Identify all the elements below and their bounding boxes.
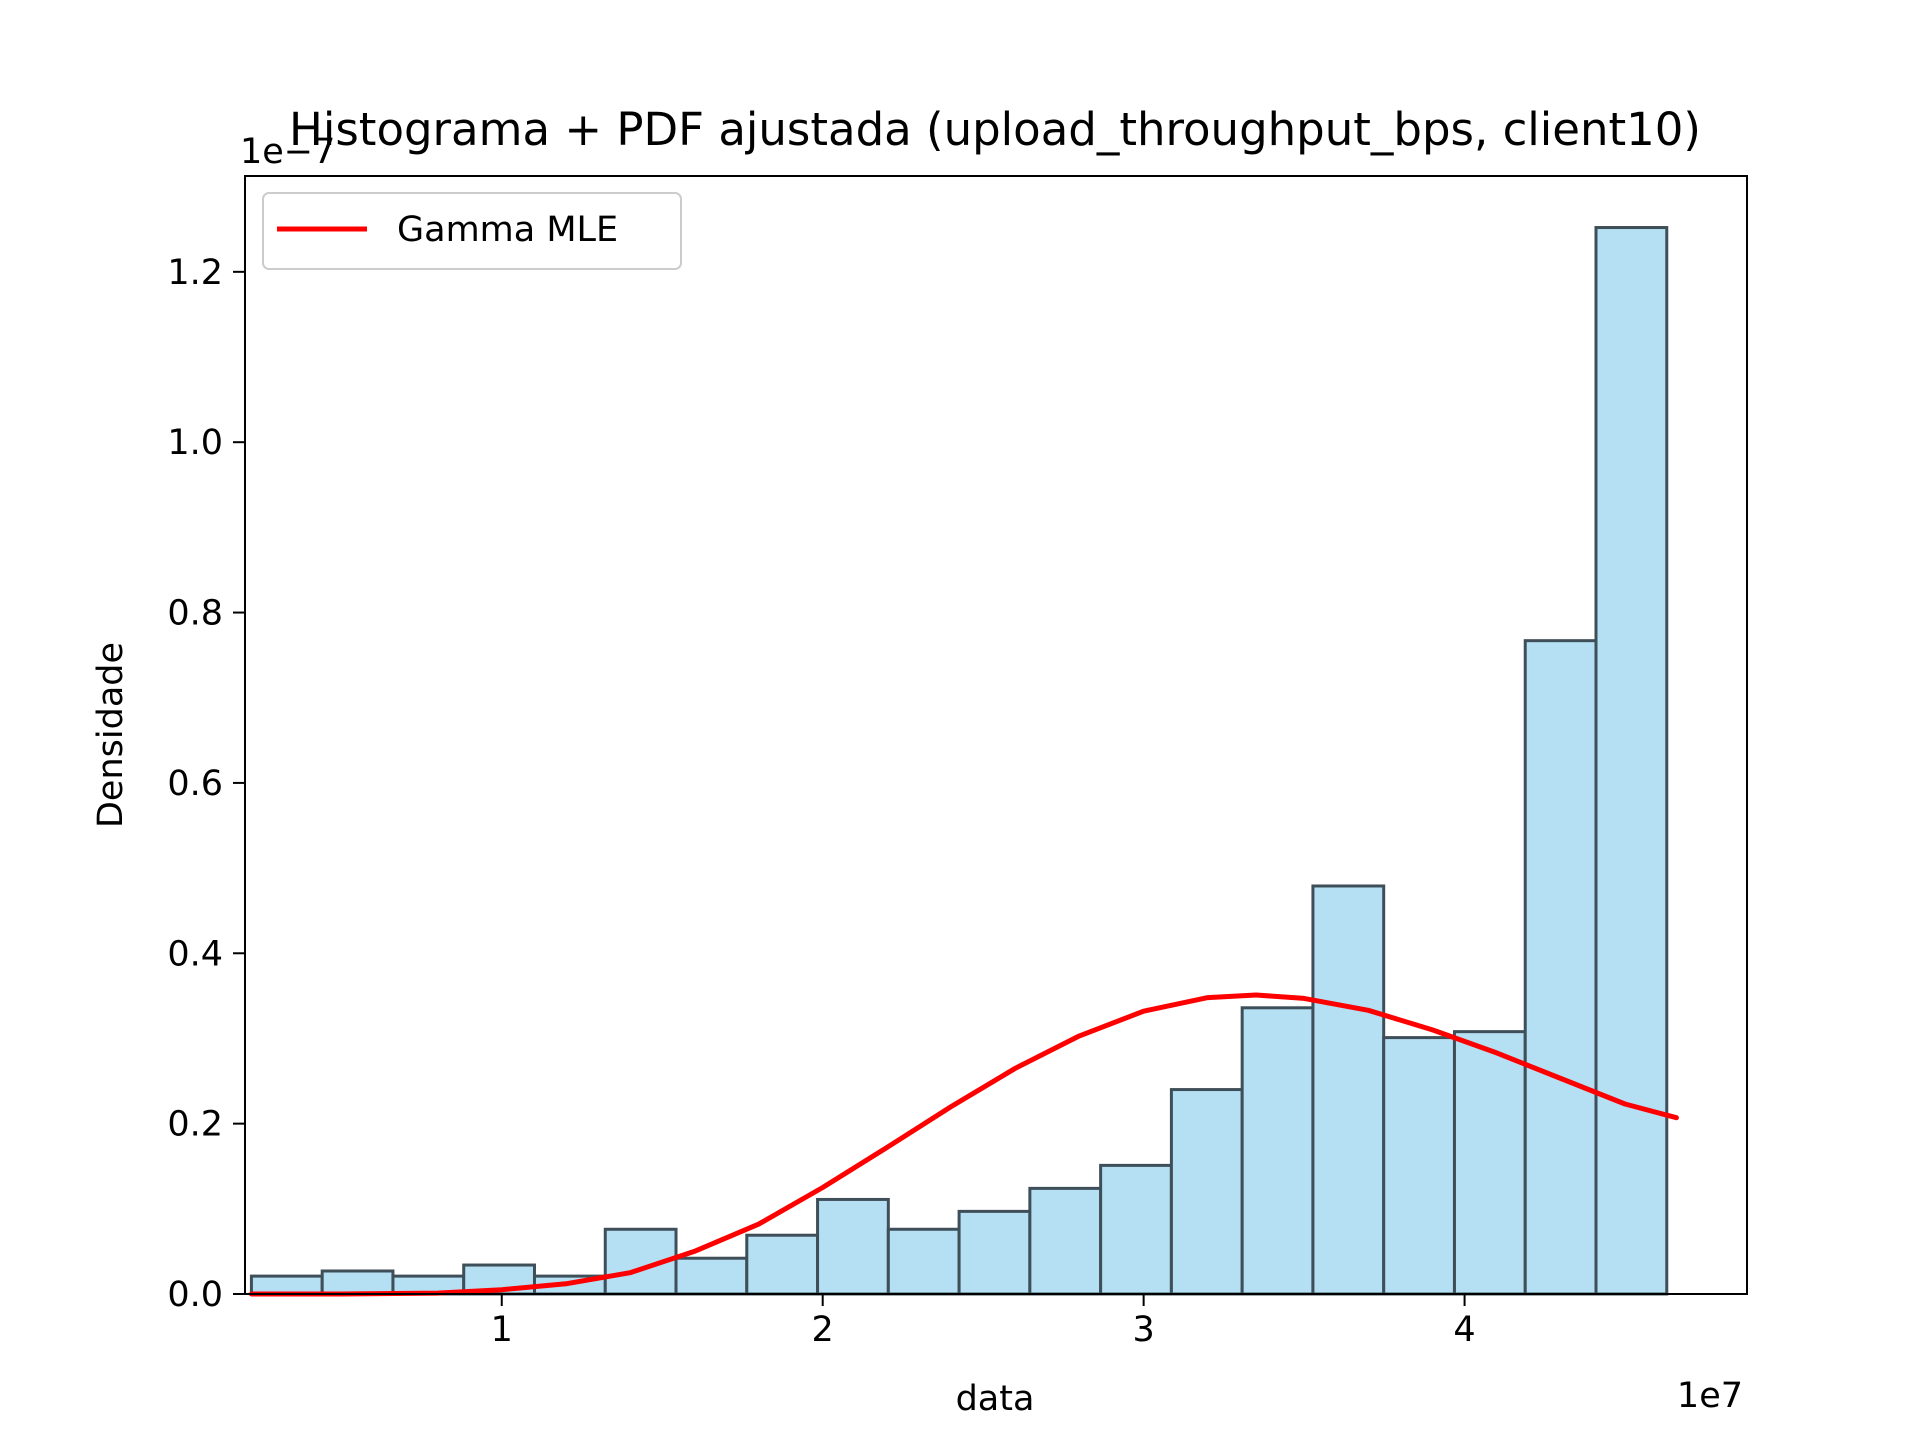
y-tick-label: 0.0 (167, 1275, 223, 1315)
y-tick-label: 0.6 (167, 764, 223, 804)
histogram-bar (674, 1256, 749, 1296)
fitted-curve-group (248, 992, 1679, 1297)
histogram-bar (1169, 1088, 1244, 1296)
x-axis-label: data (956, 1379, 1035, 1419)
histogram-bar (1382, 1036, 1456, 1296)
x-axis-ticks: 1 2 3 4 (491, 1294, 1476, 1350)
histogram-bar (1099, 1163, 1173, 1296)
x-tick-label: 3 (1132, 1310, 1154, 1350)
gamma-mle-curve (248, 992, 1679, 1297)
y-axis-ticks: 0.0 0.2 0.4 0.6 0.8 1.0 1.2 (167, 253, 245, 1315)
y-tick-label: 1.2 (167, 253, 223, 293)
histogram-bar (957, 1209, 1032, 1296)
histogram-bar (816, 1197, 890, 1296)
histogram-bar (1028, 1186, 1103, 1296)
histogram-bar (886, 1227, 961, 1296)
y-tick-label: 0.2 (167, 1105, 223, 1145)
legend-box (262, 192, 682, 270)
x-tick-label: 4 (1453, 1310, 1475, 1350)
histogram-bar (745, 1233, 820, 1296)
histogram-bar (320, 1269, 395, 1296)
y-offset-label: 1e−7 (240, 132, 335, 172)
legend: Gamma MLE (262, 192, 682, 270)
x-tick-label: 2 (812, 1310, 834, 1350)
histogram-bar (1452, 1030, 1527, 1296)
histogram-bar (1240, 1006, 1315, 1296)
x-offset-label: 1e7 (1677, 1376, 1743, 1416)
histogram-bar (249, 1274, 324, 1296)
histogram-bars (249, 226, 1669, 1296)
chart-title: Histograma + PDF ajustada (upload_throug… (289, 103, 1701, 156)
y-tick-label: 0.4 (167, 934, 223, 974)
histogram-bar (1523, 639, 1598, 1296)
x-tick-label: 1 (491, 1310, 513, 1350)
y-tick-label: 0.8 (167, 594, 223, 634)
y-axis-label: Densidade (91, 642, 131, 828)
histogram-bar (1311, 884, 1386, 1296)
y-tick-label: 1.0 (167, 423, 223, 463)
axes-frame (244, 175, 1748, 1295)
histogram-bar (1594, 226, 1669, 1296)
legend-entry-gamma-mle: Gamma MLE (397, 210, 618, 250)
